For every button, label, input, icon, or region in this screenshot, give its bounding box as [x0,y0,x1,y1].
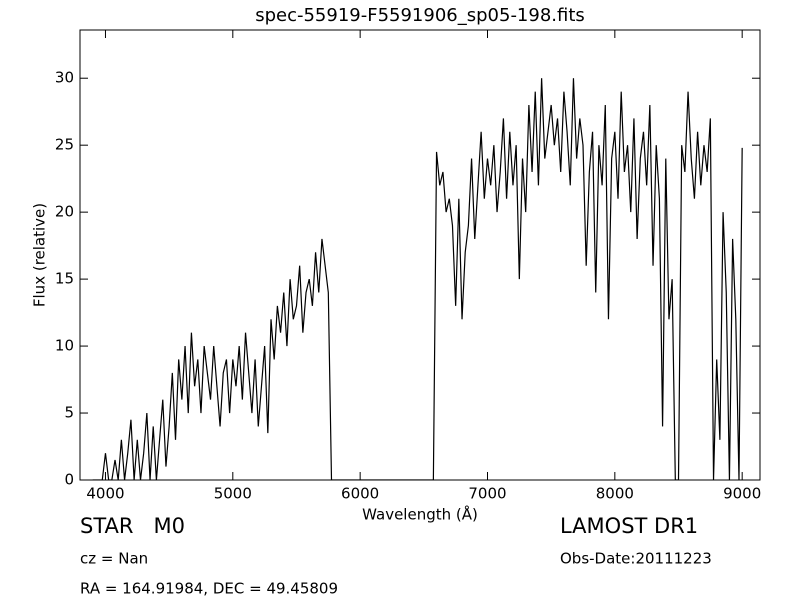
x-tick-label: 7000 [468,485,506,503]
coordinates: RA = 164.91984, DEC = 49.45809 [80,580,338,598]
chart-title: spec-55919-F5591906_sp05-198.fits [255,5,585,26]
x-tick-label: 9000 [723,485,761,503]
y-tick-label: 5 [64,404,74,422]
spectrum-line [92,78,743,480]
x-axis-label: Wavelength (Å) [362,505,478,524]
object-class: STAR M0 [80,514,185,538]
y-tick-label: 25 [55,136,74,154]
y-tick-label: 15 [55,270,74,288]
y-tick-label: 0 [64,471,74,489]
x-tick-label: 8000 [596,485,634,503]
y-axis-label: Flux (relative) [31,203,49,307]
x-tick-label: 5000 [214,485,252,503]
y-tick-label: 10 [55,337,74,355]
survey-name: LAMOST DR1 [560,514,698,538]
x-tick-label: 4000 [86,485,124,503]
y-tick-label: 20 [55,203,74,221]
redshift: cz = Nan [80,550,148,568]
y-tick-label: 30 [55,69,74,87]
x-tick-label: 6000 [341,485,379,503]
obs-date: Obs-Date:20111223 [560,550,712,568]
